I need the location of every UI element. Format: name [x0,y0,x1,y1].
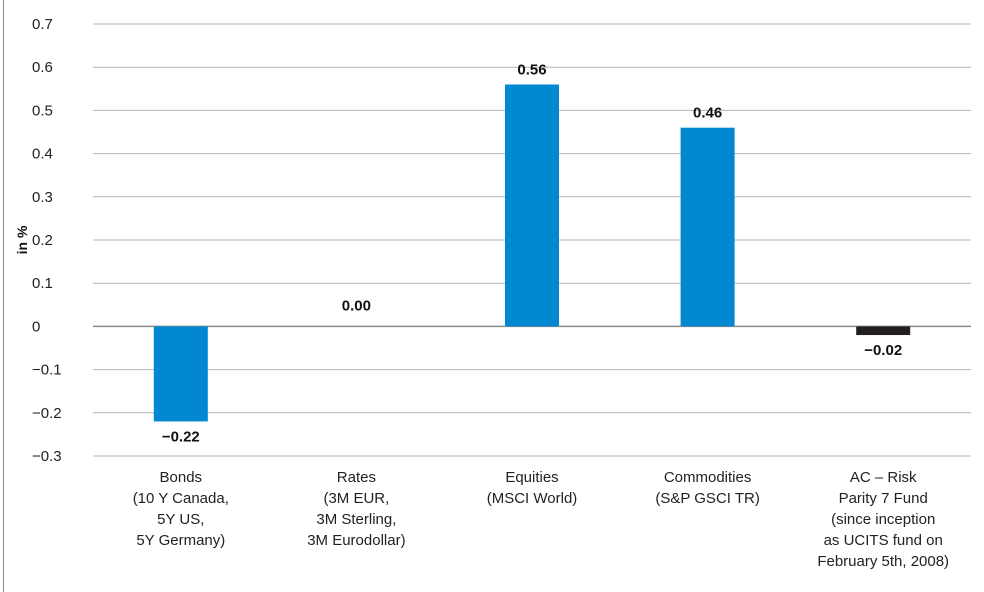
y-tick-label: 0.4 [32,146,53,163]
y-tick-label: −0.3 [32,448,62,465]
category-label: Rates [337,469,376,486]
data-label: −0.22 [162,428,200,445]
category-sublabel: as UCITS fund on [824,532,943,549]
y-tick-label: 0 [32,318,40,335]
category-sublabel: (S&P GSCI TR) [655,490,759,507]
y-tick-label: −0.1 [32,362,62,379]
category-label: Equities [505,469,558,486]
data-label: 0.00 [342,297,371,314]
category-sublabel: (MSCI World) [487,490,578,507]
data-label: 0.56 [517,61,546,78]
category-sublabel: (10 Y Canada, [133,490,229,507]
category-sublabel: Parity 7 Fund [839,490,928,507]
y-tick-label: 0.5 [32,102,53,119]
y-tick-label: 0.1 [32,275,53,292]
data-label: 0.46 [693,105,722,122]
data-label: −0.02 [864,342,902,359]
y-tick-label: 0.6 [32,59,53,76]
y-axis-title: in % [14,225,30,254]
bar [681,128,735,327]
category-sublabel: February 5th, 2008) [817,553,949,570]
category-sublabel: (3M EUR, [323,490,389,507]
category-label: AC – Risk [850,469,917,486]
y-tick-label: 0.7 [32,16,53,33]
y-tick-label: 0.3 [32,189,53,206]
category-label: Commodities [664,469,752,486]
y-tick-label: 0.2 [32,232,53,249]
bar [154,326,208,421]
bar [856,326,910,335]
category-sublabel: 3M Sterling, [316,511,396,528]
category-sublabel: 5Y US, [157,511,204,528]
category-sublabel: 3M Eurodollar) [307,532,405,549]
category-sublabel: 5Y Germany) [136,532,225,549]
bar [505,84,559,326]
y-tick-label: −0.2 [32,405,62,422]
category-label: Bonds [160,469,203,486]
category-sublabel: (since inception [831,511,935,528]
